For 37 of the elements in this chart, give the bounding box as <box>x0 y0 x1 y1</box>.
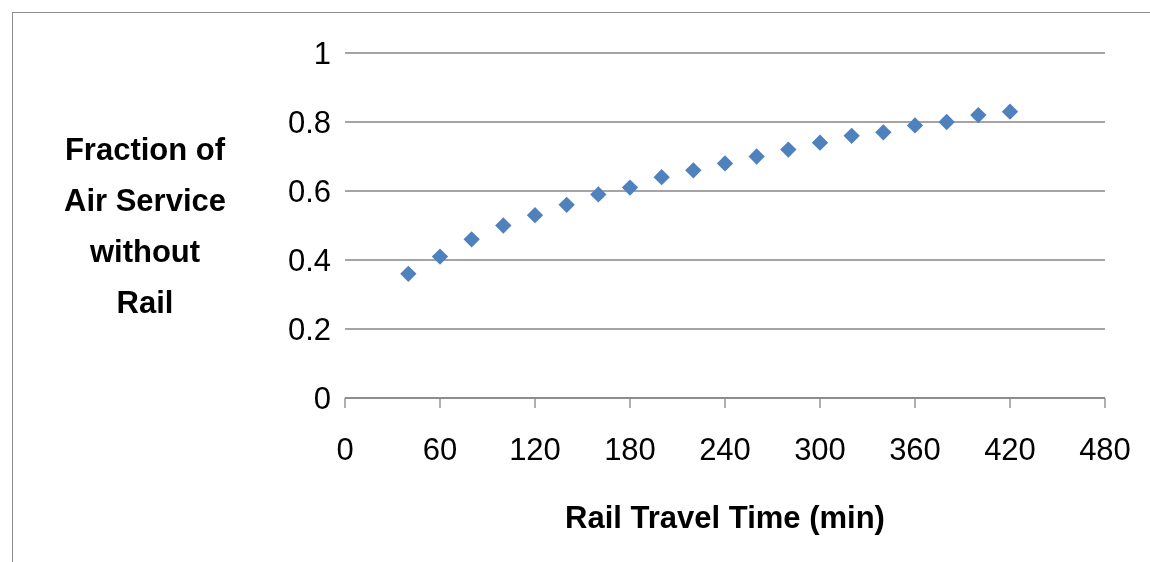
point <box>811 134 829 151</box>
point <box>400 265 417 282</box>
x-tick-label: 180 <box>604 432 656 467</box>
point <box>495 217 512 234</box>
y-tick-label: 0.4 <box>287 243 331 278</box>
point <box>526 206 544 224</box>
x-tick-label: 0 <box>336 432 354 467</box>
point <box>938 113 955 131</box>
x-tick-label: 480 <box>1079 432 1131 467</box>
point <box>1001 103 1019 120</box>
point <box>558 196 575 213</box>
point <box>590 186 607 203</box>
point <box>653 169 670 186</box>
y-tick-label: 0.2 <box>287 312 331 347</box>
point <box>748 148 765 165</box>
point <box>621 179 639 196</box>
x-tick-label: 120 <box>509 432 561 467</box>
point <box>780 141 797 158</box>
point <box>843 127 860 144</box>
point <box>970 106 987 124</box>
x-tick-label: 60 <box>422 432 458 467</box>
x-tick-label: 360 <box>889 432 941 467</box>
x-tick-label: 240 <box>699 432 751 467</box>
y-tick-label: 0 <box>313 381 331 416</box>
point <box>906 117 924 134</box>
y-tick-label: 1 <box>313 36 331 71</box>
point <box>716 155 734 172</box>
x-tick-label: 420 <box>984 432 1036 467</box>
x-tick-label: 300 <box>794 432 846 467</box>
point <box>463 231 480 248</box>
y-tick-label: 0.8 <box>287 105 331 140</box>
point <box>431 248 449 265</box>
y-axis-title: Fraction of Air Service without Rail <box>64 132 226 320</box>
point <box>685 162 702 179</box>
y-tick-label: 0.6 <box>287 174 331 209</box>
point <box>875 124 892 141</box>
x-axis-title: Rail Travel Time (min) <box>565 500 885 535</box>
